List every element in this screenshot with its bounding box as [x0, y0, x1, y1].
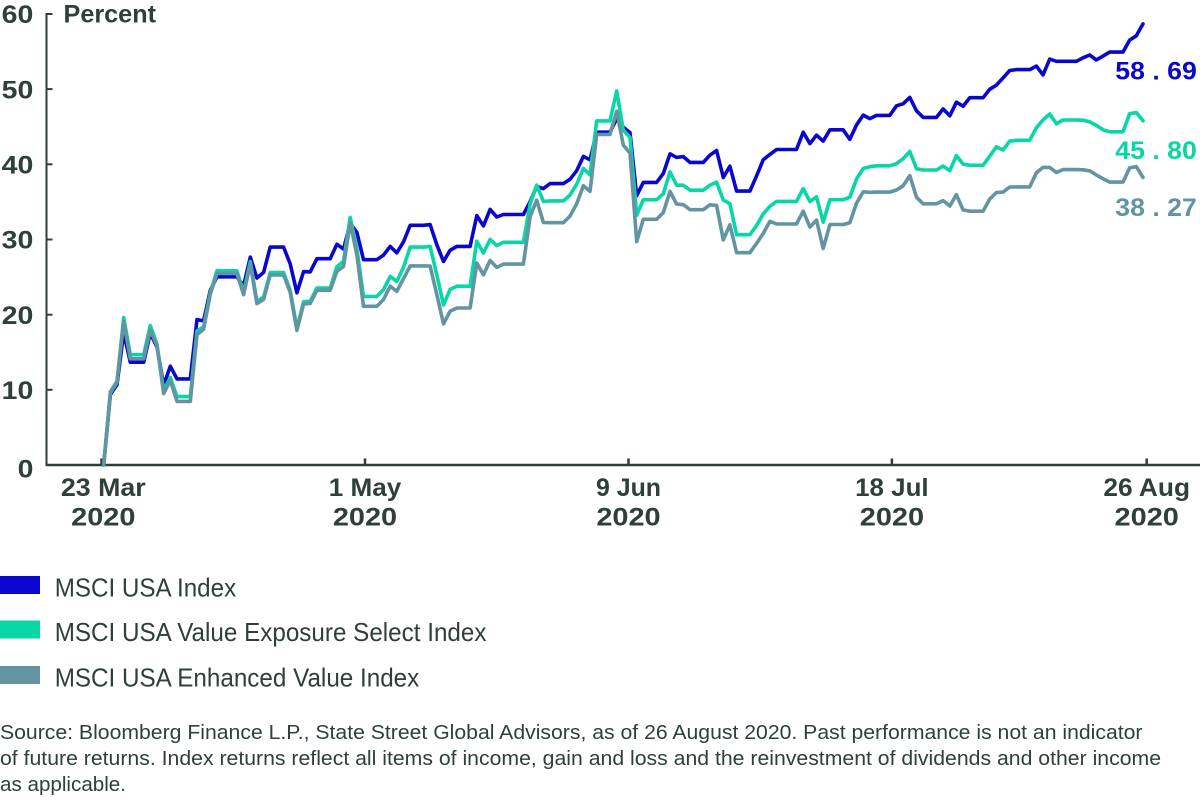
- svg-text:2020: 2020: [860, 504, 924, 532]
- svg-text:38 . 27: 38 . 27: [1115, 194, 1197, 222]
- svg-text:60: 60: [2, 1, 34, 29]
- svg-text:26 Aug: 26 Aug: [1103, 474, 1190, 502]
- svg-text:18 Jul: 18 Jul: [855, 474, 929, 502]
- svg-text:2020: 2020: [333, 504, 397, 532]
- svg-text:50: 50: [2, 76, 34, 104]
- svg-text:MSCI USA Enhanced Value Index: MSCI USA Enhanced Value Index: [55, 662, 420, 692]
- svg-text:10: 10: [2, 377, 34, 405]
- svg-text:9 Jun: 9 Jun: [596, 474, 661, 502]
- svg-text:23 Mar: 23 Mar: [61, 474, 146, 502]
- svg-text:58 . 69: 58 . 69: [1115, 58, 1197, 86]
- svg-text:Percent: Percent: [64, 1, 157, 29]
- svg-text:2020: 2020: [1115, 504, 1179, 532]
- svg-text:as applicable.: as applicable.: [0, 774, 126, 796]
- svg-text:30: 30: [2, 227, 34, 255]
- svg-text:MSCI USA Index: MSCI USA Index: [55, 572, 237, 602]
- svg-text:of future returns. Index retur: of future returns. Index returns reflect…: [0, 748, 1161, 770]
- svg-text:20: 20: [2, 302, 34, 330]
- svg-text:2020: 2020: [71, 504, 135, 532]
- svg-text:40: 40: [2, 152, 34, 180]
- svg-text:0: 0: [18, 456, 34, 484]
- svg-text:45 . 80: 45 . 80: [1115, 137, 1197, 165]
- svg-text:Source: Bloomberg Finance L.P.: Source: Bloomberg Finance L.P., State St…: [0, 722, 1143, 744]
- svg-text:MSCI USA Value Exposure Select: MSCI USA Value Exposure Select Index: [55, 617, 487, 647]
- svg-text:1 May: 1 May: [329, 474, 402, 502]
- svg-text:2020: 2020: [596, 504, 660, 532]
